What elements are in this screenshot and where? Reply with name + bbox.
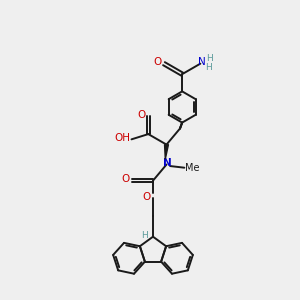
Text: O: O <box>121 174 130 184</box>
Text: O: O <box>142 192 151 202</box>
Text: H: H <box>206 54 213 63</box>
Text: N: N <box>198 57 206 67</box>
Text: H: H <box>206 63 212 72</box>
Text: Me: Me <box>185 163 200 173</box>
Text: N: N <box>163 158 172 168</box>
Text: O: O <box>154 58 162 68</box>
Polygon shape <box>164 145 168 159</box>
Text: O: O <box>138 110 146 120</box>
Text: OH: OH <box>115 133 130 143</box>
Text: H: H <box>141 231 148 240</box>
